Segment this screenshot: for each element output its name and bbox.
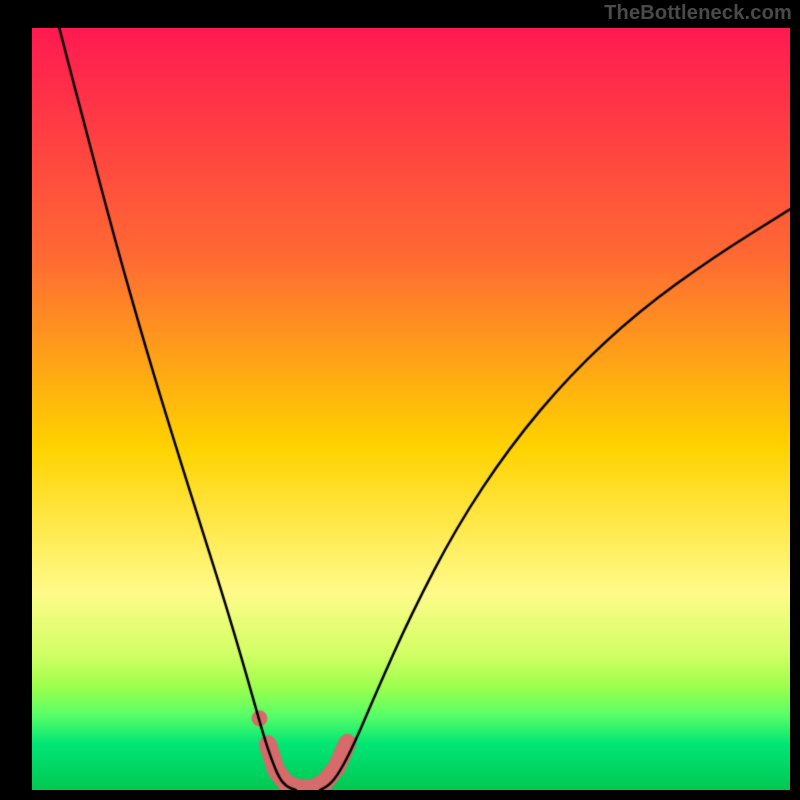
- plot-area: [32, 28, 790, 790]
- chart-canvas: [32, 28, 790, 790]
- watermark-text: TheBottleneck.com: [604, 2, 792, 25]
- chart-root: TheBottleneck.com: [0, 0, 800, 800]
